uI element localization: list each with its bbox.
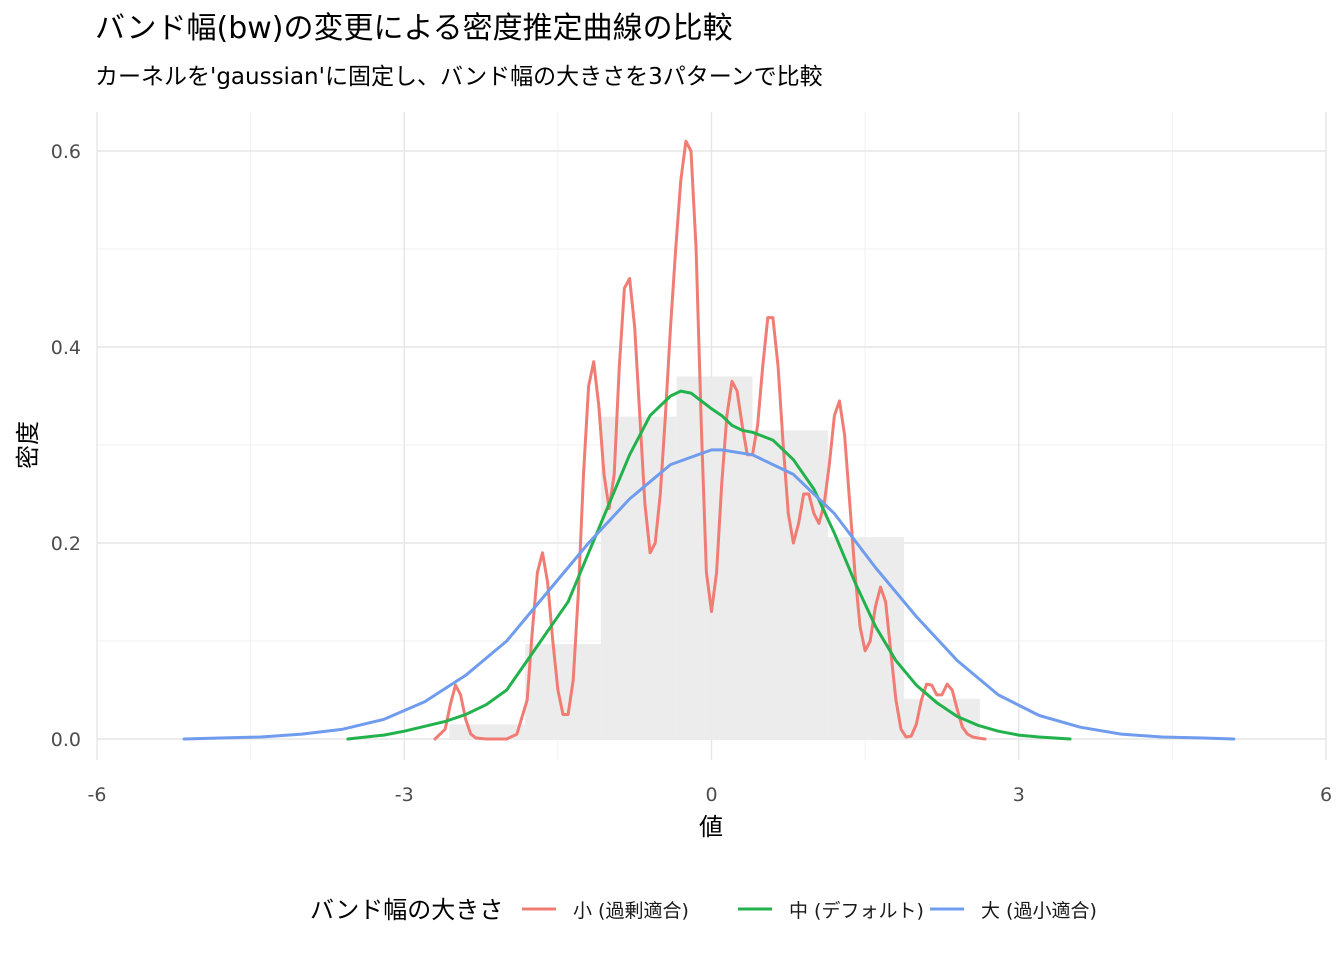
x-tick-label: -6: [88, 784, 107, 806]
density-line-3: [182, 448, 1236, 741]
legend-label-1: 小 (過剰適合): [573, 900, 689, 922]
legend-label-2: 中 (デフォルト): [789, 900, 924, 922]
density-line-1: [433, 139, 987, 741]
legend-label-3: 大 (過小適合): [981, 900, 1097, 922]
histogram-bar: [676, 376, 753, 739]
x-tick-label: 6: [1320, 784, 1332, 806]
density-line-2: [346, 389, 1072, 741]
x-tick-label: 3: [1013, 784, 1025, 806]
legend-title: バンド幅の大きさ: [310, 896, 503, 924]
x-tick-label: 0: [705, 784, 717, 806]
y-tick-label: 0.4: [51, 337, 81, 359]
chart-title: バンド幅(bw)の変更による密度推定曲線の比較: [95, 11, 733, 46]
legend: バンド幅の大きさ 小 (過剰適合) 中 (デフォルト) 大 (過小適合): [310, 896, 1097, 924]
histogram-bar: [600, 416, 677, 739]
histogram-bar: [525, 643, 601, 739]
y-tick-label: 0.6: [51, 141, 81, 163]
x-axis-title: 値: [699, 813, 723, 841]
y-tick-label: 0.2: [51, 533, 81, 555]
plot-panel: -6 -3 0 3 6 0.0 0.2 0.4 0.6: [51, 112, 1332, 806]
histogram-bar: [752, 430, 829, 739]
y-axis-title: 密度: [14, 421, 42, 469]
x-tick-label: -3: [395, 784, 414, 806]
y-tick-label: 0.0: [51, 729, 81, 751]
histogram-bar: [828, 537, 905, 739]
chart-subtitle: カーネルを'gaussian'に固定し、バンド幅の大きさを3パターンで比較: [95, 64, 823, 90]
